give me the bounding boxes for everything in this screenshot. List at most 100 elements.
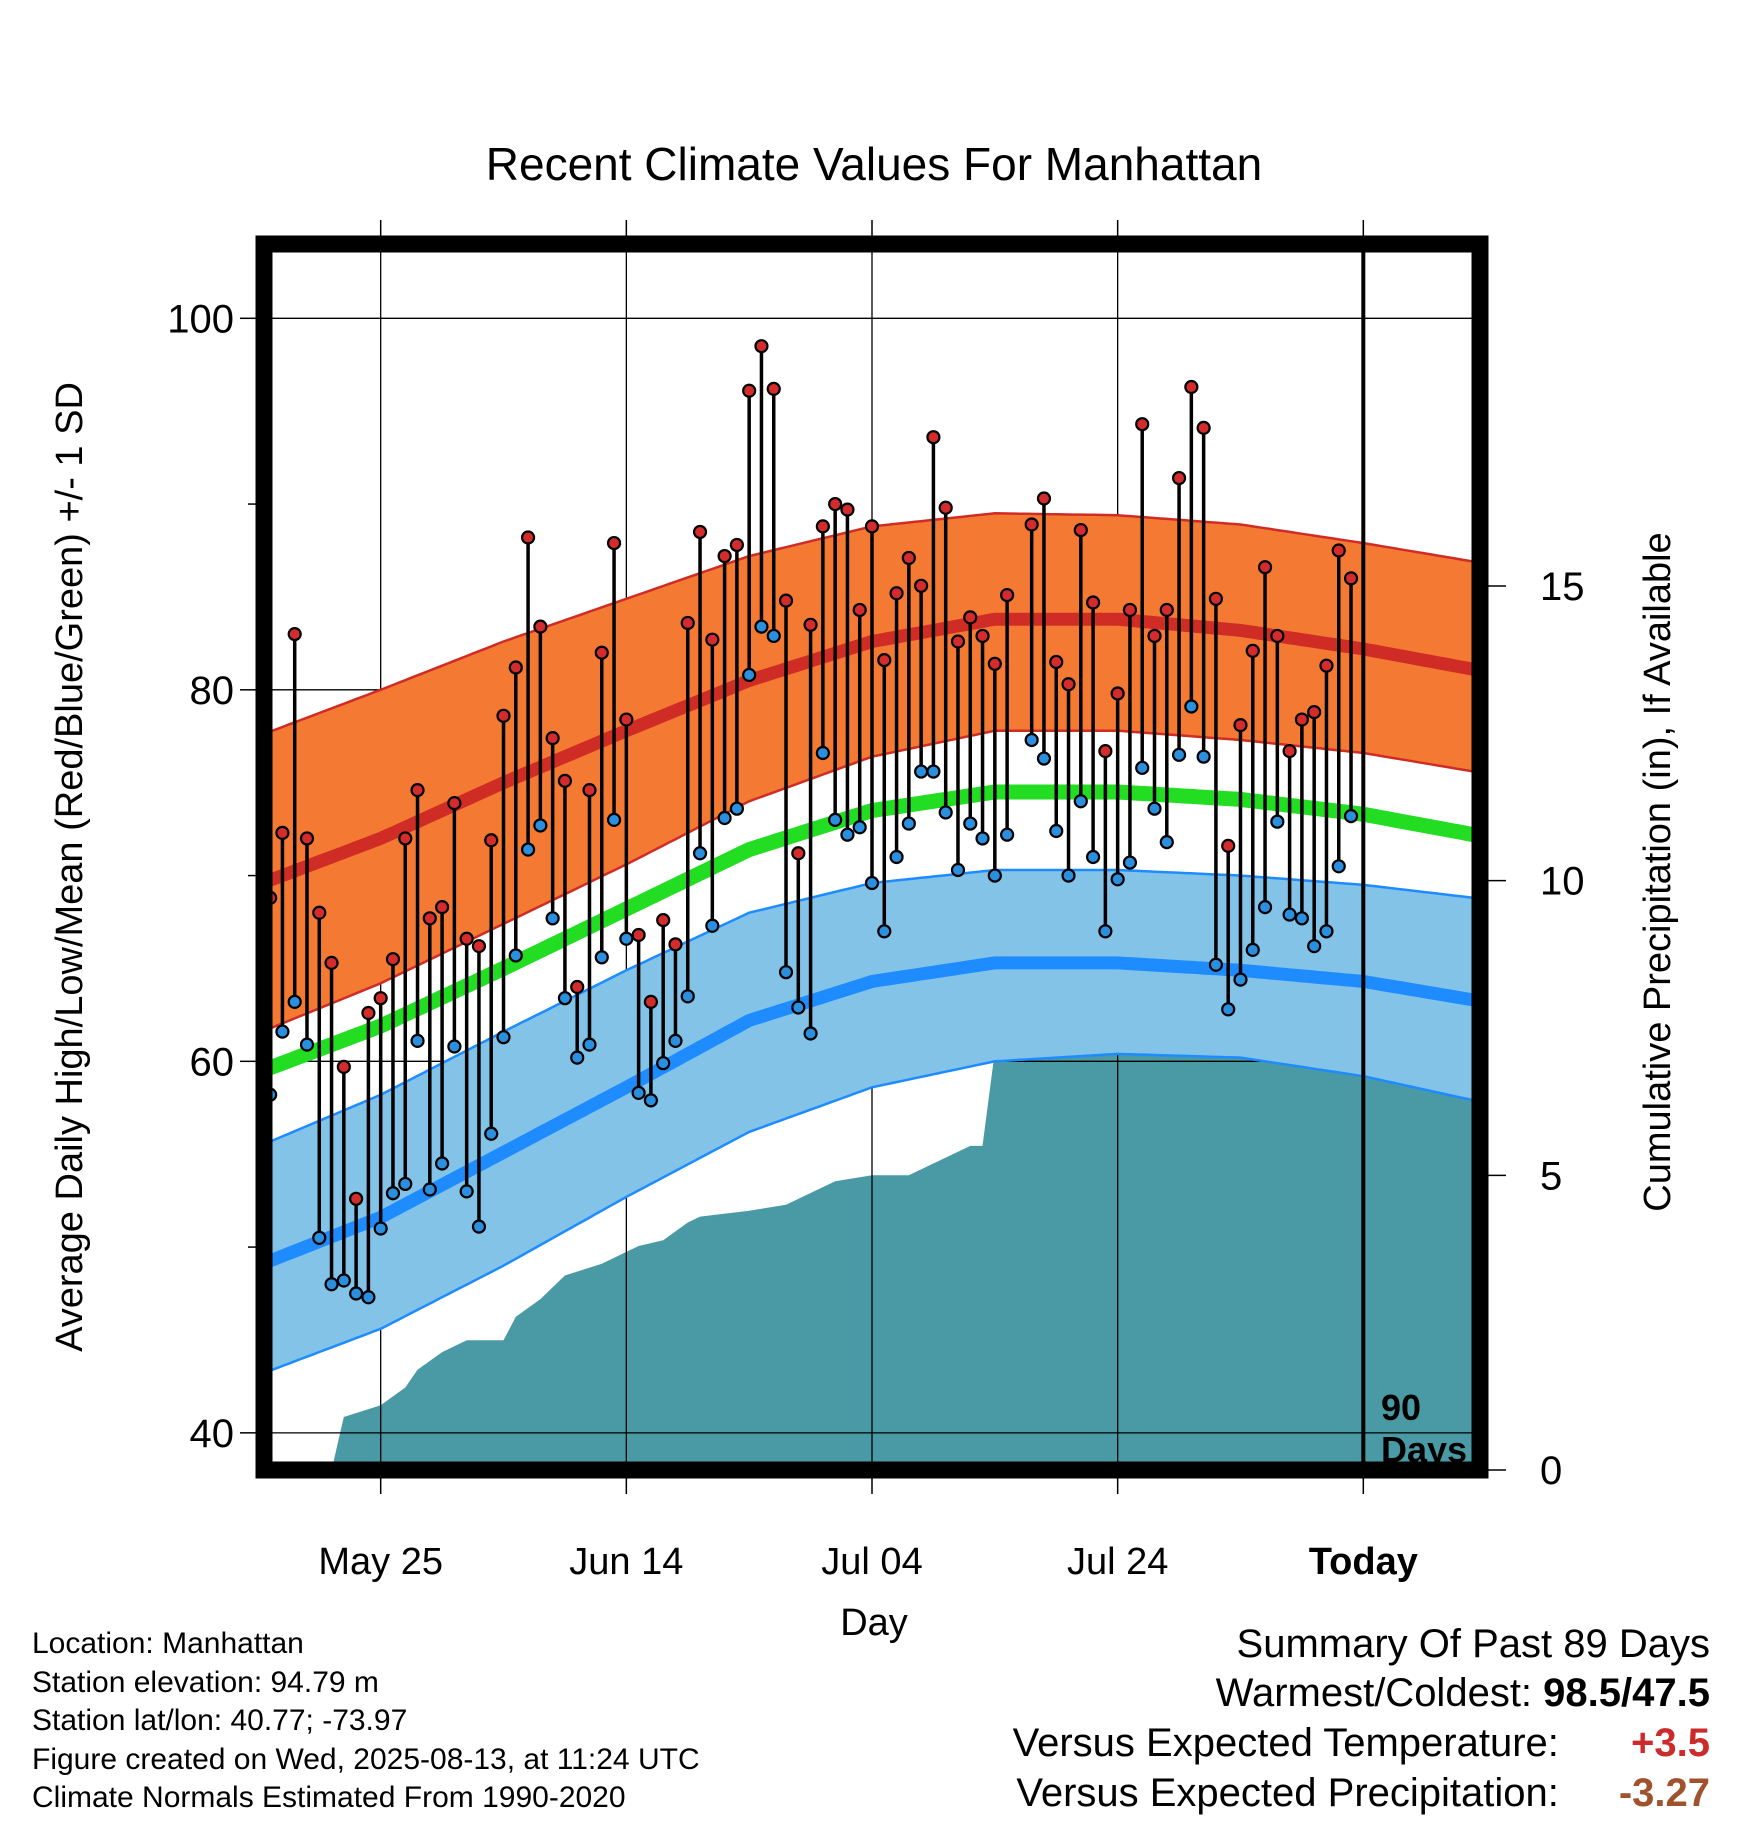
- observed-high-point: [1122, 602, 1138, 618]
- observed-low-point: [987, 868, 1002, 883]
- observed-low-point: [926, 764, 941, 779]
- observed-low-point: [1319, 924, 1334, 939]
- observed-low-point: [1233, 972, 1248, 987]
- observed-high-point: [557, 773, 573, 788]
- observed-low-point: [643, 1093, 659, 1108]
- observed-high-point: [520, 530, 536, 545]
- observed-low-point: [496, 1030, 511, 1045]
- observed-low-point: [1270, 814, 1285, 829]
- precip-label: Versus Expected Precipitation:: [1016, 1771, 1559, 1815]
- x-tick-label: May 25: [318, 1541, 443, 1583]
- observed-high-point: [1024, 517, 1039, 532]
- observed-high-point: [312, 905, 327, 920]
- observed-low-point: [914, 764, 929, 779]
- observed-low-point: [619, 931, 634, 946]
- observed-low-point: [582, 1037, 597, 1052]
- plot-area: [264, 244, 1480, 1470]
- observed-low-point: [1343, 809, 1359, 824]
- observed-low-point: [889, 849, 904, 865]
- observed-high-point: [950, 634, 966, 649]
- warm-cold-value: 98.5/47.5: [1543, 1671, 1710, 1715]
- observed-high-point: [422, 911, 437, 926]
- chart-title: Recent Climate Values For Manhattan: [486, 138, 1262, 190]
- observed-high-point: [803, 617, 818, 632]
- observed-low-point: [1073, 794, 1088, 809]
- observed-high-point: [1159, 602, 1174, 618]
- observed-high-point: [1135, 417, 1150, 432]
- observed-low-point: [754, 619, 769, 634]
- observed-low-point: [717, 810, 732, 826]
- observed-low-point: [803, 1026, 818, 1041]
- observed-low-point: [435, 1156, 450, 1171]
- y-tick-label: 40: [190, 1412, 235, 1456]
- observed-high-point: [1294, 712, 1309, 727]
- observed-low-point: [901, 816, 916, 831]
- x-tick-label: Jun 14: [569, 1541, 683, 1583]
- observed-high-point: [877, 652, 892, 668]
- observed-high-point: [1061, 677, 1076, 692]
- observed-high-point: [570, 979, 585, 995]
- observed-high-point: [1000, 587, 1015, 603]
- location-text: Location: Manhattan: [32, 1627, 304, 1660]
- observed-high-point: [766, 381, 781, 396]
- observed-high-point: [1098, 744, 1113, 759]
- observed-low-point: [398, 1176, 413, 1192]
- observed-high-point: [631, 927, 646, 943]
- observed-low-point: [1331, 859, 1346, 874]
- observed-low-point: [1110, 872, 1125, 887]
- observed-high-point: [1282, 744, 1297, 759]
- observed-high-point: [385, 952, 401, 967]
- observed-high-point: [656, 913, 671, 928]
- observed-low-point: [299, 1037, 315, 1052]
- high-normal-band: [264, 513, 1480, 1031]
- observed-low-point: [606, 812, 622, 827]
- observed-low-point: [1085, 849, 1101, 865]
- observed-high-point: [778, 593, 794, 608]
- observed-low-point: [1098, 924, 1113, 939]
- observed-low-point: [1122, 855, 1138, 870]
- observed-high-point: [742, 383, 757, 398]
- observed-high-point: [1319, 658, 1334, 673]
- low-normal-band: [264, 870, 1480, 1373]
- observed-low-point: [1000, 827, 1015, 842]
- observed-low-point: [828, 812, 843, 827]
- observed-low-point: [1307, 939, 1322, 954]
- observed-high-point: [1343, 571, 1359, 586]
- observed-high-point: [533, 619, 548, 634]
- observed-high-point: [840, 502, 855, 517]
- observed-high-point: [1196, 420, 1211, 435]
- observed-high-point: [361, 1005, 376, 1021]
- observed-high-point: [410, 783, 425, 798]
- observed-high-point: [901, 550, 916, 566]
- temp-value: +3.5: [1631, 1721, 1710, 1765]
- observed-low-point: [1257, 900, 1273, 915]
- observed-high-point: [471, 939, 487, 954]
- normals-text: Climate Normals Estimated From 1990-2020: [32, 1781, 626, 1814]
- observed-high-point: [828, 496, 843, 512]
- observed-high-point: [1085, 595, 1101, 610]
- plot-content: [264, 244, 1480, 1470]
- observed-low-point: [508, 948, 523, 963]
- warm-cold-label: Warmest/Coldest:: [1215, 1671, 1533, 1715]
- x-axis-label: Day: [840, 1602, 908, 1644]
- observed-low-point: [852, 820, 867, 835]
- observed-high-point: [717, 548, 732, 564]
- observed-high-point: [484, 833, 499, 848]
- observed-high-point: [435, 900, 450, 915]
- observed-low-point: [766, 628, 781, 644]
- observed-high-point: [373, 991, 388, 1006]
- observed-low-point: [1294, 911, 1309, 926]
- summary-precip-row: Versus Expected Precipitation: -3.27: [1013, 1768, 1710, 1818]
- axes: 100 80 60 40 15 10 5 0 May 25 Jun 14 Jul 04 Jul 24 T…: [167, 220, 1585, 1583]
- observed-low-point: [1036, 751, 1052, 766]
- observed-low-point: [361, 1290, 376, 1305]
- observed-high-point: [1147, 628, 1162, 644]
- observed-high-point: [594, 645, 609, 660]
- observed-low-point: [840, 827, 855, 842]
- observed-low-point: [373, 1221, 388, 1236]
- low-normal-band-lower-edge: [264, 1052, 1480, 1375]
- y2-tick-label: 15: [1540, 565, 1585, 609]
- observed-low-point: [385, 1186, 401, 1201]
- observed-high-point: [754, 339, 769, 354]
- precip-value: -3.27: [1618, 1771, 1710, 1815]
